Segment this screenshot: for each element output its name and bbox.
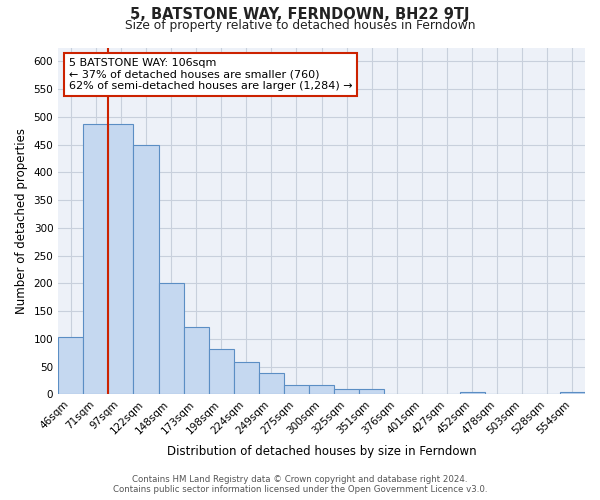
Bar: [209, 349, 234, 395]
Bar: [158, 284, 184, 395]
Bar: [109, 124, 133, 394]
Bar: [460, 392, 485, 394]
Bar: [184, 326, 209, 394]
Bar: [58, 338, 83, 394]
Text: Contains HM Land Registry data © Crown copyright and database right 2024.
Contai: Contains HM Land Registry data © Crown c…: [113, 474, 487, 494]
Bar: [133, 144, 158, 394]
X-axis label: Distribution of detached houses by size in Ferndown: Distribution of detached houses by size …: [167, 444, 476, 458]
Text: 5 BATSTONE WAY: 106sqm
← 37% of detached houses are smaller (760)
62% of semi-de: 5 BATSTONE WAY: 106sqm ← 37% of detached…: [69, 58, 352, 91]
Bar: [359, 389, 385, 394]
Y-axis label: Number of detached properties: Number of detached properties: [15, 128, 28, 314]
Bar: [259, 373, 284, 394]
Bar: [234, 362, 259, 394]
Bar: [83, 124, 109, 394]
Text: Size of property relative to detached houses in Ferndown: Size of property relative to detached ho…: [125, 18, 475, 32]
Bar: [334, 389, 359, 394]
Bar: [560, 392, 585, 394]
Text: 5, BATSTONE WAY, FERNDOWN, BH22 9TJ: 5, BATSTONE WAY, FERNDOWN, BH22 9TJ: [130, 8, 470, 22]
Bar: [309, 385, 334, 394]
Bar: [284, 385, 309, 394]
